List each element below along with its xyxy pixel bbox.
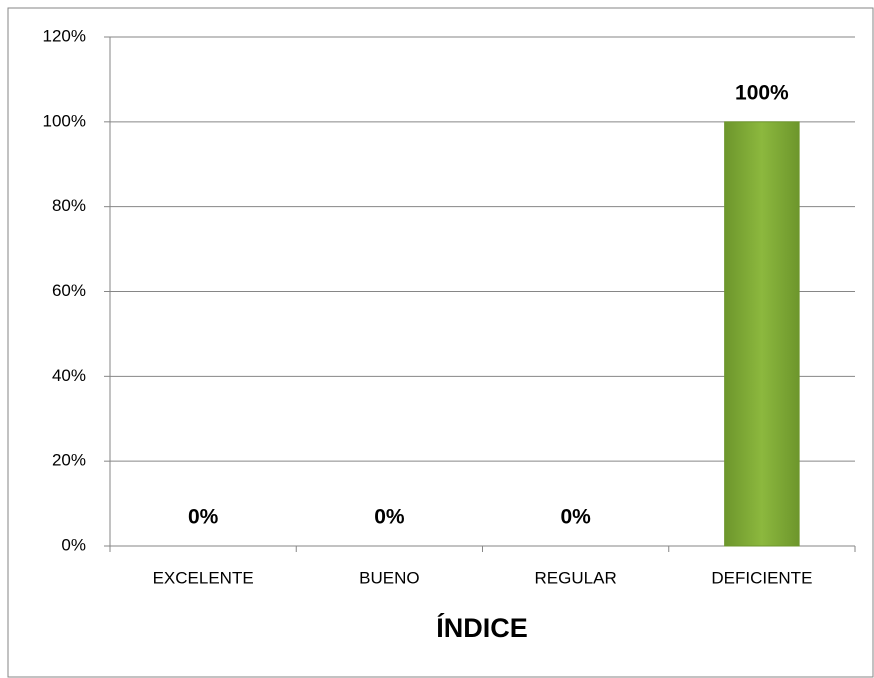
data-label: 0%	[188, 506, 219, 529]
x-tick-label: BUENO	[359, 568, 419, 587]
data-label: 0%	[374, 506, 405, 529]
x-tick-label: REGULAR	[535, 568, 617, 587]
y-tick-label: 80%	[52, 196, 86, 215]
y-tick-label: 0%	[61, 535, 86, 554]
x-axis-title: ÍNDICE	[436, 612, 528, 643]
y-tick-label: 100%	[43, 111, 86, 130]
chart-border	[7, 7, 874, 678]
x-tick-label: EXCELENTE	[153, 568, 254, 587]
bar	[724, 121, 800, 547]
data-label: 100%	[735, 81, 789, 104]
y-tick-label: 120%	[43, 26, 86, 45]
y-tick-label: 40%	[52, 366, 86, 385]
y-tick-label: 60%	[52, 281, 86, 300]
data-label: 0%	[560, 506, 591, 529]
x-tick-label: DEFICIENTE	[711, 568, 812, 587]
y-tick-label: 20%	[52, 451, 86, 470]
